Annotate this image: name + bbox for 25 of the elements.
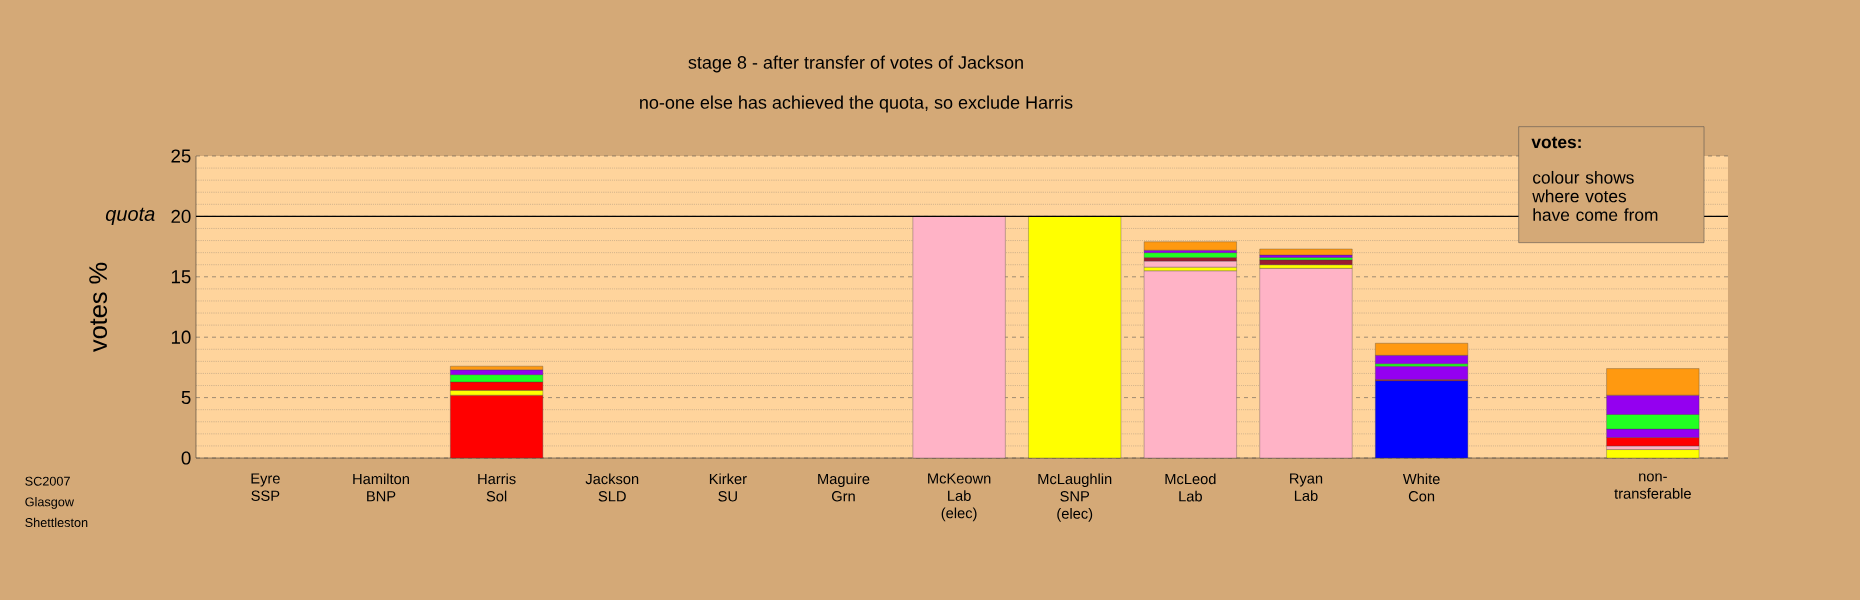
- x-tick-label: Kirker SU: [709, 473, 747, 502]
- y-tick-label: 0: [181, 451, 191, 465]
- x-tick-label: Maguire Grn: [818, 473, 870, 502]
- text: SC2007 Glasgow Shettleston: [25, 476, 88, 528]
- x-tick-label: McLeod Lab: [1165, 473, 1216, 502]
- x-tick-label: Hamilton BNP: [353, 473, 409, 502]
- y-tick-label: 5: [181, 391, 191, 405]
- chart-subtitle: no-one else has achieved the quota, so exclude Harris: [640, 95, 1073, 113]
- x-tick-label: McKeown Lab (elec): [928, 473, 991, 522]
- y-tick-label: 15: [171, 270, 191, 284]
- x-tick-label: Jackson SLD: [585, 473, 639, 502]
- text: votes:: [1531, 136, 1581, 149]
- chart-title: stage 8 - after transfer of votes of Jackson: [688, 55, 1023, 73]
- x-tick-label: Harris Sol: [478, 473, 516, 502]
- ref-line-label: quota: [105, 207, 155, 225]
- annotation: colour shows where votes have come from: [1532, 170, 1658, 221]
- y-tick-label: 20: [171, 209, 191, 224]
- x-tick-label: non- transferable: [1614, 473, 1691, 499]
- y-axis-title: votes %: [89, 262, 108, 352]
- x-tick-label: Eyre SSP: [251, 473, 280, 501]
- x-tick-label: White Con: [1402, 473, 1440, 502]
- y-tick-label: 25: [171, 149, 191, 163]
- y-tick-label: 10: [171, 330, 191, 344]
- x-tick-label: Ryan Lab: [1290, 473, 1323, 501]
- x-tick-label: McLaughlin SNP (elec): [1038, 473, 1112, 522]
